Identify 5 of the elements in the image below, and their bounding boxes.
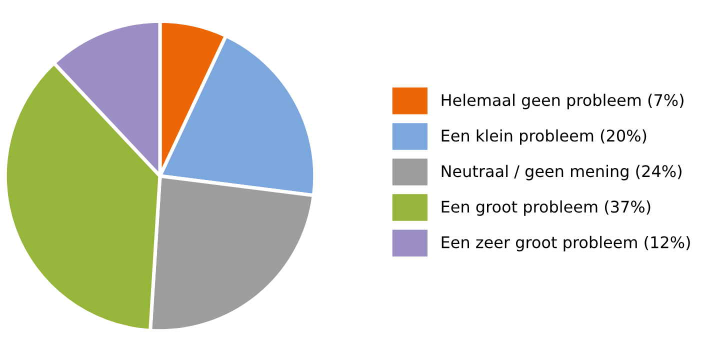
legend-label: Helemaal geen probleem (7%) [442, 94, 684, 110]
legend-label: Neutraal / geen mening (24%) [442, 164, 682, 180]
legend-label: Een groot probleem (37%) [442, 200, 650, 216]
legend-label: Een zeer groot probleem (12%) [442, 236, 690, 252]
legend-label: Een klein probleem (20%) [442, 129, 646, 145]
